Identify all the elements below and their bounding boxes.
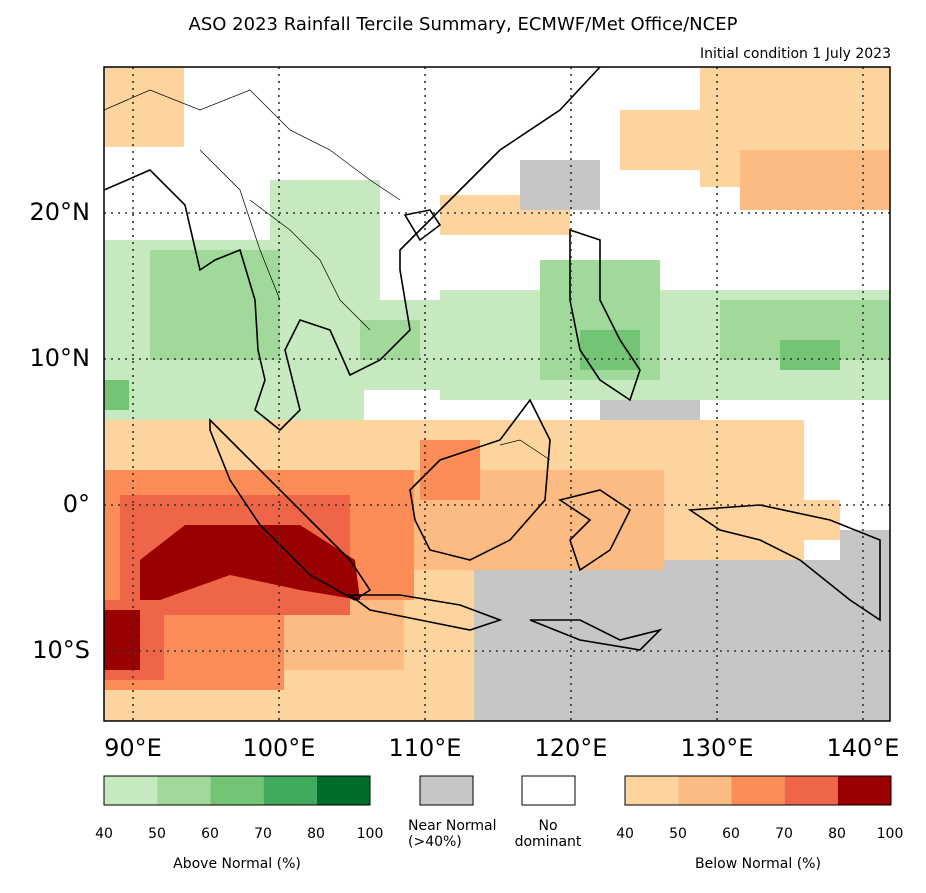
below-normal-caption: Below Normal (%) <box>695 856 821 872</box>
below-normal-south-80 <box>104 525 360 670</box>
above-tick-80: 80 <box>307 826 325 842</box>
above-normal-segment <box>104 776 158 805</box>
lon-label-130E: 130°E <box>680 734 754 762</box>
lon-label-90E: 90°E <box>104 734 162 762</box>
near-normal-caption: Near Normal (>40%) <box>408 818 528 850</box>
lon-label-110E: 110°E <box>388 734 462 762</box>
below-tick-70: 70 <box>775 826 793 842</box>
no-dominant-caption-line1: No <box>538 818 558 834</box>
near-normal-caption-line2: (>40%) <box>408 834 462 850</box>
below-normal-segment <box>784 776 838 805</box>
lon-label-120E: 120°E <box>534 734 608 762</box>
above-normal-segment <box>210 776 264 805</box>
below-tick-50: 50 <box>669 826 687 842</box>
below-normal-frame <box>624 775 892 806</box>
above-normal-colorbar <box>103 775 371 806</box>
lat-label-0: 0° <box>62 490 90 518</box>
near-normal-caption-line1: Near Normal <box>408 818 497 834</box>
coastlines <box>104 67 881 651</box>
below-tick-80: 80 <box>828 826 846 842</box>
below-tick-40: 40 <box>616 826 634 842</box>
above-tick-40: 40 <box>95 826 113 842</box>
no-dominant-caption: No dominant <box>508 818 588 850</box>
below-normal-segment <box>837 776 891 805</box>
lon-label-140E: 140°E <box>826 734 900 762</box>
near-normal-swatch <box>419 775 474 806</box>
below-normal-segment <box>678 776 732 805</box>
lat-label-10N: 10°N <box>29 344 91 372</box>
below-tick-60: 60 <box>722 826 740 842</box>
above-tick-100: 100 <box>356 826 384 842</box>
above-normal-frame <box>103 775 371 806</box>
below-normal-segment <box>731 776 785 805</box>
no-dominant-caption-line2: dominant <box>514 834 582 850</box>
below-normal-segment <box>625 776 679 805</box>
no-dominant-swatch <box>521 775 576 806</box>
below-normal-north-50 <box>740 150 890 210</box>
above-tick-50: 50 <box>148 826 166 842</box>
above-normal-caption: Above Normal (%) <box>173 856 301 872</box>
lat-label-10S: 10°S <box>32 636 90 664</box>
lat-label-20N: 20°N <box>29 198 91 226</box>
initial-condition-note: Initial condition 1 July 2023 <box>700 46 891 62</box>
map-fields <box>104 67 890 721</box>
above-normal-band-60 <box>104 330 840 410</box>
below-tick-100: 100 <box>876 826 904 842</box>
above-normal-segment <box>263 776 317 805</box>
map-title: ASO 2023 Rainfall Tercile Summary, ECMWF… <box>188 14 738 35</box>
lon-label-100E: 100°E <box>242 734 316 762</box>
below-normal-colorbar <box>624 775 892 806</box>
above-normal-segment <box>316 776 370 805</box>
graticule <box>104 67 890 721</box>
above-normal-segment <box>157 776 211 805</box>
above-tick-70: 70 <box>254 826 272 842</box>
map-frame <box>103 66 891 722</box>
country-borders <box>104 89 551 461</box>
below-normal-north <box>104 67 890 235</box>
above-tick-60: 60 <box>201 826 219 842</box>
